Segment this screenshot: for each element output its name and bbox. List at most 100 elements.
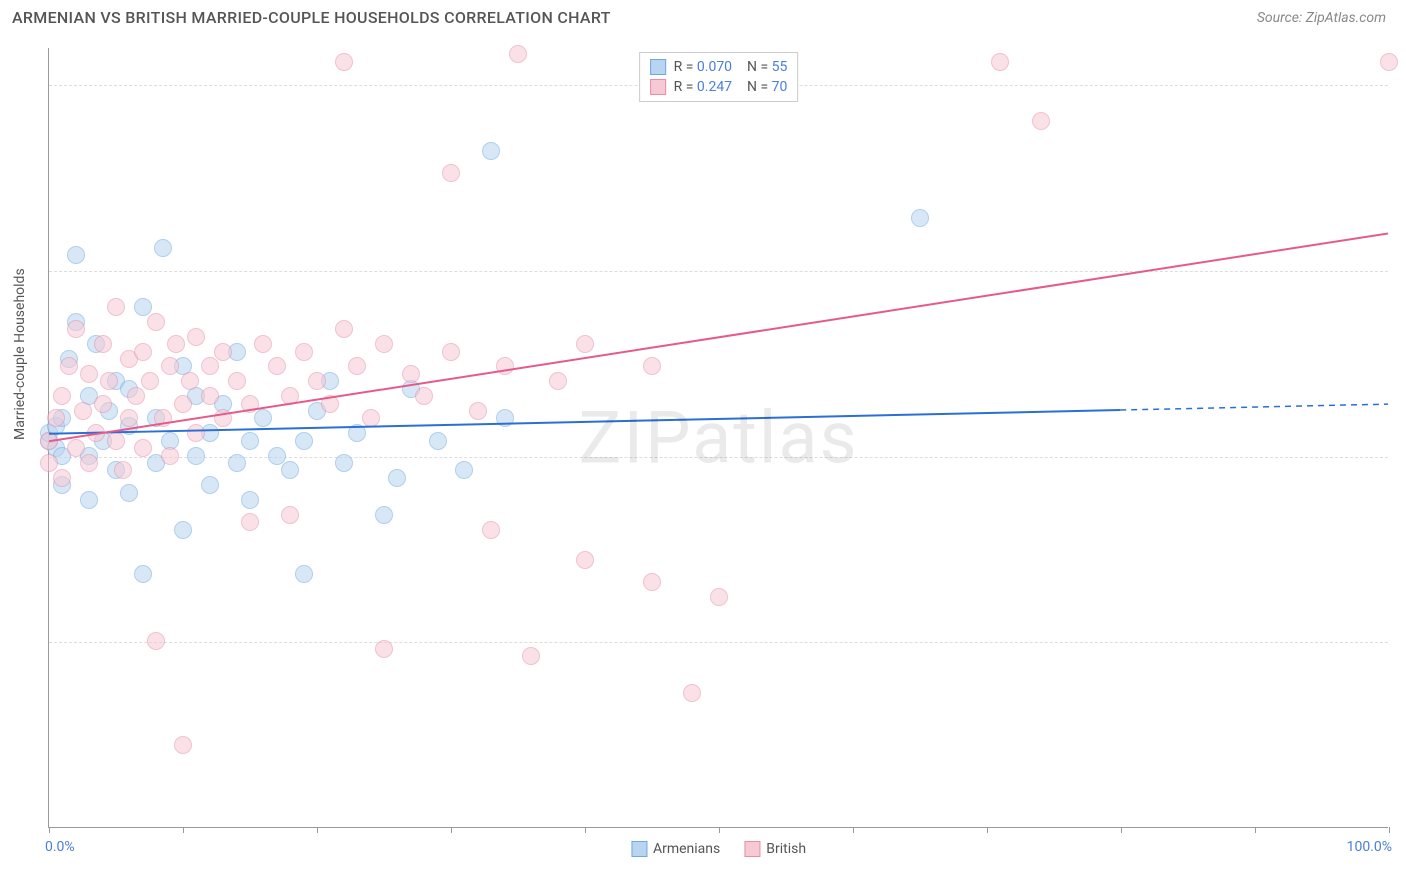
data-point: [442, 164, 460, 182]
x-tick: [1121, 827, 1122, 833]
data-point: [281, 506, 299, 524]
x-axis-max-label: 100.0%: [1347, 839, 1392, 855]
data-point: [348, 357, 366, 375]
data-point: [127, 387, 145, 405]
legend-swatch: [631, 841, 647, 857]
data-point: [74, 402, 92, 420]
data-point: [254, 335, 272, 353]
data-point: [154, 239, 172, 257]
data-point: [134, 298, 152, 316]
watermark: ZIPatlas: [578, 395, 858, 480]
x-tick: [49, 827, 50, 833]
regression-line-extrapolated: [1120, 404, 1388, 410]
data-point: [241, 491, 259, 509]
data-point: [80, 491, 98, 509]
data-point: [80, 365, 98, 383]
data-point: [335, 454, 353, 472]
x-tick: [183, 827, 184, 833]
series-legend: Armenians British: [631, 841, 806, 857]
data-point: [549, 372, 567, 390]
data-point: [120, 484, 138, 502]
header: ARMENIAN VS BRITISH MARRIED-COUPLE HOUSE…: [0, 0, 1406, 35]
data-point: [47, 409, 65, 427]
data-point: [335, 320, 353, 338]
data-point: [321, 395, 339, 413]
data-point: [388, 469, 406, 487]
data-point: [80, 454, 98, 472]
x-tick: [853, 827, 854, 833]
data-point: [53, 469, 71, 487]
x-tick: [1389, 827, 1390, 833]
data-point: [710, 588, 728, 606]
legend-label: British: [766, 841, 806, 857]
data-point: [576, 551, 594, 569]
data-point: [174, 521, 192, 539]
data-point: [281, 387, 299, 405]
source-attribution: Source: ZipAtlas.com: [1257, 10, 1386, 26]
x-tick: [1255, 827, 1256, 833]
data-point: [201, 357, 219, 375]
data-point: [167, 335, 185, 353]
data-point: [254, 409, 272, 427]
data-point: [375, 640, 393, 658]
data-point: [415, 387, 433, 405]
x-tick: [987, 827, 988, 833]
data-point: [496, 409, 514, 427]
stat-n: N = 70: [740, 79, 787, 95]
data-point: [94, 335, 112, 353]
data-point: [161, 447, 179, 465]
data-point: [643, 357, 661, 375]
x-tick: [719, 827, 720, 833]
data-point: [67, 320, 85, 338]
gridline: [49, 271, 1388, 272]
data-point: [161, 357, 179, 375]
gridline: [49, 642, 1388, 643]
data-point: [295, 432, 313, 450]
data-point: [154, 409, 172, 427]
data-point: [911, 209, 929, 227]
data-point: [281, 461, 299, 479]
data-point: [94, 395, 112, 413]
legend-item: Armenians: [631, 841, 720, 857]
data-point: [67, 246, 85, 264]
data-point: [241, 395, 259, 413]
data-point: [375, 335, 393, 353]
legend-swatch: [650, 59, 666, 75]
data-point: [107, 432, 125, 450]
data-point: [187, 328, 205, 346]
data-point: [40, 454, 58, 472]
data-point: [375, 506, 393, 524]
data-point: [187, 447, 205, 465]
data-point: [469, 402, 487, 420]
data-point: [455, 461, 473, 479]
data-point: [214, 409, 232, 427]
data-point: [40, 432, 58, 450]
stat-r: R = 0.247: [674, 79, 732, 95]
data-point: [134, 343, 152, 361]
data-point: [429, 432, 447, 450]
data-point: [53, 387, 71, 405]
x-axis-min-label: 0.0%: [45, 839, 75, 855]
data-point: [268, 447, 286, 465]
chart-plot-area: ZIPatlas R = 0.070 N = 55R = 0.247 N = 7…: [48, 48, 1388, 828]
data-point: [201, 476, 219, 494]
data-point: [60, 357, 78, 375]
gridline: [49, 457, 1388, 458]
data-point: [134, 565, 152, 583]
data-point: [147, 632, 165, 650]
data-point: [348, 424, 366, 442]
data-point: [643, 573, 661, 591]
x-tick: [317, 827, 318, 833]
x-tick: [451, 827, 452, 833]
legend-swatch: [650, 79, 666, 95]
data-point: [576, 335, 594, 353]
data-point: [496, 357, 514, 375]
data-point: [295, 565, 313, 583]
data-point: [482, 521, 500, 539]
data-point: [187, 424, 205, 442]
legend-swatch: [744, 841, 760, 857]
data-point: [214, 343, 232, 361]
data-point: [174, 736, 192, 754]
data-point: [522, 647, 540, 665]
data-point: [509, 45, 527, 63]
